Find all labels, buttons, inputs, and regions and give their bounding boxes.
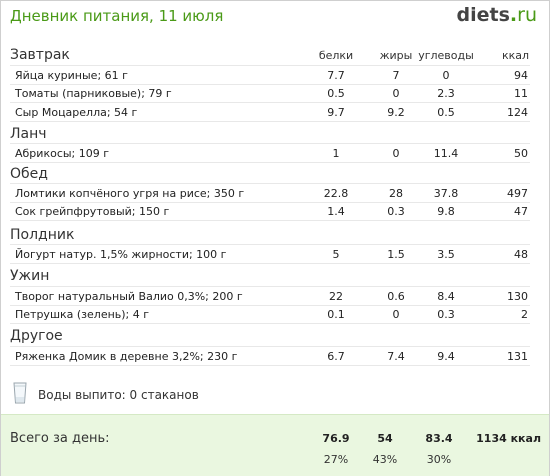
protein-percent: 27% xyxy=(323,453,349,466)
food-name: Йогурт натур. 1,5% жирности; 100 г xyxy=(15,248,227,261)
kcal-value: 94 xyxy=(514,69,528,82)
fat-value: 7 xyxy=(392,69,400,82)
kcal-value: 2 xyxy=(521,308,528,321)
protein-value: 7.7 xyxy=(327,69,345,82)
fat-value: 9.2 xyxy=(387,106,405,119)
logo-dot: . xyxy=(509,4,518,26)
food-name: Ряженка Домик в деревне 3,2%; 230 г xyxy=(15,350,238,363)
table-row: Йогурт натур. 1,5% жирности; 100 г 5 1.5… xyxy=(10,244,530,264)
totals-label: Всего за день: xyxy=(10,431,110,446)
table-row: Петрушка (зелень); 4 г 0.1 0 0.3 2 xyxy=(10,305,530,324)
protein-value: 9.7 xyxy=(327,106,345,119)
logo-tld: ru xyxy=(517,4,537,26)
page-title: Дневник питания, 11 июля xyxy=(10,7,224,25)
carbs-value: 37.8 xyxy=(433,187,459,200)
section-breakfast-title: Завтрак xyxy=(10,47,70,63)
table-row: Яйца куриные; 61 г 7.7 7 0 94 xyxy=(10,65,530,85)
carbs-value: 3.5 xyxy=(437,248,455,261)
col-kcal: ккал xyxy=(501,49,529,62)
kcal-value: 497 xyxy=(507,187,528,200)
glass-icon[interactable] xyxy=(13,382,27,404)
fat-value: 0.3 xyxy=(387,205,405,218)
table-row: Томаты (парниковые); 79 г 0.5 0 2.3 11 xyxy=(10,84,530,103)
food-name: Томаты (парниковые); 79 г xyxy=(15,87,172,100)
carbs-value: 0.3 xyxy=(437,308,455,321)
kcal-value: 124 xyxy=(507,106,528,119)
protein-value: 5 xyxy=(332,248,340,261)
carbs-value: 8.4 xyxy=(437,290,455,303)
food-name: Абрикосы; 109 г xyxy=(15,147,110,160)
carbs-value: 9.4 xyxy=(437,350,455,363)
food-name: Сок грейпфрутовый; 150 г xyxy=(15,205,170,218)
protein-value: 22.8 xyxy=(323,187,349,200)
protein-value: 1 xyxy=(332,147,340,160)
table-row: Абрикосы; 109 г 1 0 11.4 50 xyxy=(10,143,530,163)
kcal-value: 131 xyxy=(507,350,528,363)
totals-footer: Всего за день: 76.9 54 83.4 1134 ккал 27… xyxy=(1,414,549,476)
section-lunch-title: Ланч xyxy=(10,126,47,142)
protein-value: 22 xyxy=(329,290,343,303)
carbs-value: 9.8 xyxy=(437,205,455,218)
table-row: Творог натуральный Валио 0,3%; 200 г 22 … xyxy=(10,286,530,306)
col-protein: белки xyxy=(318,49,354,62)
water-counter: Воды выпито: 0 стаканов xyxy=(10,381,410,407)
header: Дневник питания, 11 июля diets.ru xyxy=(1,1,549,37)
fat-value: 0.6 xyxy=(387,290,405,303)
carbs-value: 2.3 xyxy=(437,87,455,100)
protein-value: 0.5 xyxy=(327,87,345,100)
col-carbs: углеводы xyxy=(418,49,474,62)
fat-percent: 43% xyxy=(372,453,398,466)
total-kcal: 1134 ккал xyxy=(476,432,541,445)
kcal-value: 47 xyxy=(514,205,528,218)
kcal-value: 130 xyxy=(507,290,528,303)
kcal-value: 48 xyxy=(514,248,528,261)
fat-value: 0 xyxy=(392,87,400,100)
logo-main: diets xyxy=(456,4,510,26)
protein-value: 6.7 xyxy=(327,350,345,363)
diets-logo[interactable]: diets.ru xyxy=(457,4,537,26)
carbs-value: 11.4 xyxy=(433,147,459,160)
kcal-value: 50 xyxy=(514,147,528,160)
total-carbs: 83.4 xyxy=(425,432,453,445)
food-name: Петрушка (зелень); 4 г xyxy=(15,308,150,321)
carbs-value: 0.5 xyxy=(437,106,455,119)
fat-value: 1.5 xyxy=(387,248,405,261)
total-protein: 76.9 xyxy=(322,432,350,445)
total-fat: 54 xyxy=(377,432,393,445)
protein-value: 0.1 xyxy=(327,308,345,321)
fat-value: 0 xyxy=(392,147,400,160)
section-dinner-title: Обед xyxy=(10,166,48,182)
table-row: Ломтики копчёного угря на рисе; 350 г 22… xyxy=(10,183,530,203)
section-other-title: Другое xyxy=(10,328,63,344)
water-text: Воды выпито: 0 стаканов xyxy=(38,388,199,402)
section-supper-title: Ужин xyxy=(10,268,50,284)
table-row: Ряженка Домик в деревне 3,2%; 230 г 6.7 … xyxy=(10,346,530,366)
col-fat: жиры xyxy=(379,49,413,62)
table-row: Сок грейпфрутовый; 150 г 1.4 0.3 9.8 47 xyxy=(10,202,530,221)
food-name: Ломтики копчёного угря на рисе; 350 г xyxy=(15,187,245,200)
table-row: Сыр Моцарелла; 54 г 9.7 9.2 0.5 124 xyxy=(10,103,530,122)
section-snack-title: Полдник xyxy=(10,227,75,243)
kcal-value: 11 xyxy=(514,87,528,100)
food-name: Яйца куриные; 61 г xyxy=(15,69,128,82)
fat-value: 7.4 xyxy=(387,350,405,363)
food-name: Творог натуральный Валио 0,3%; 200 г xyxy=(15,290,243,303)
carbs-value: 0 xyxy=(442,69,450,82)
carbs-percent: 30% xyxy=(426,453,452,466)
protein-value: 1.4 xyxy=(327,205,345,218)
fat-value: 0 xyxy=(392,308,400,321)
food-name: Сыр Моцарелла; 54 г xyxy=(15,106,138,119)
fat-value: 28 xyxy=(389,187,403,200)
